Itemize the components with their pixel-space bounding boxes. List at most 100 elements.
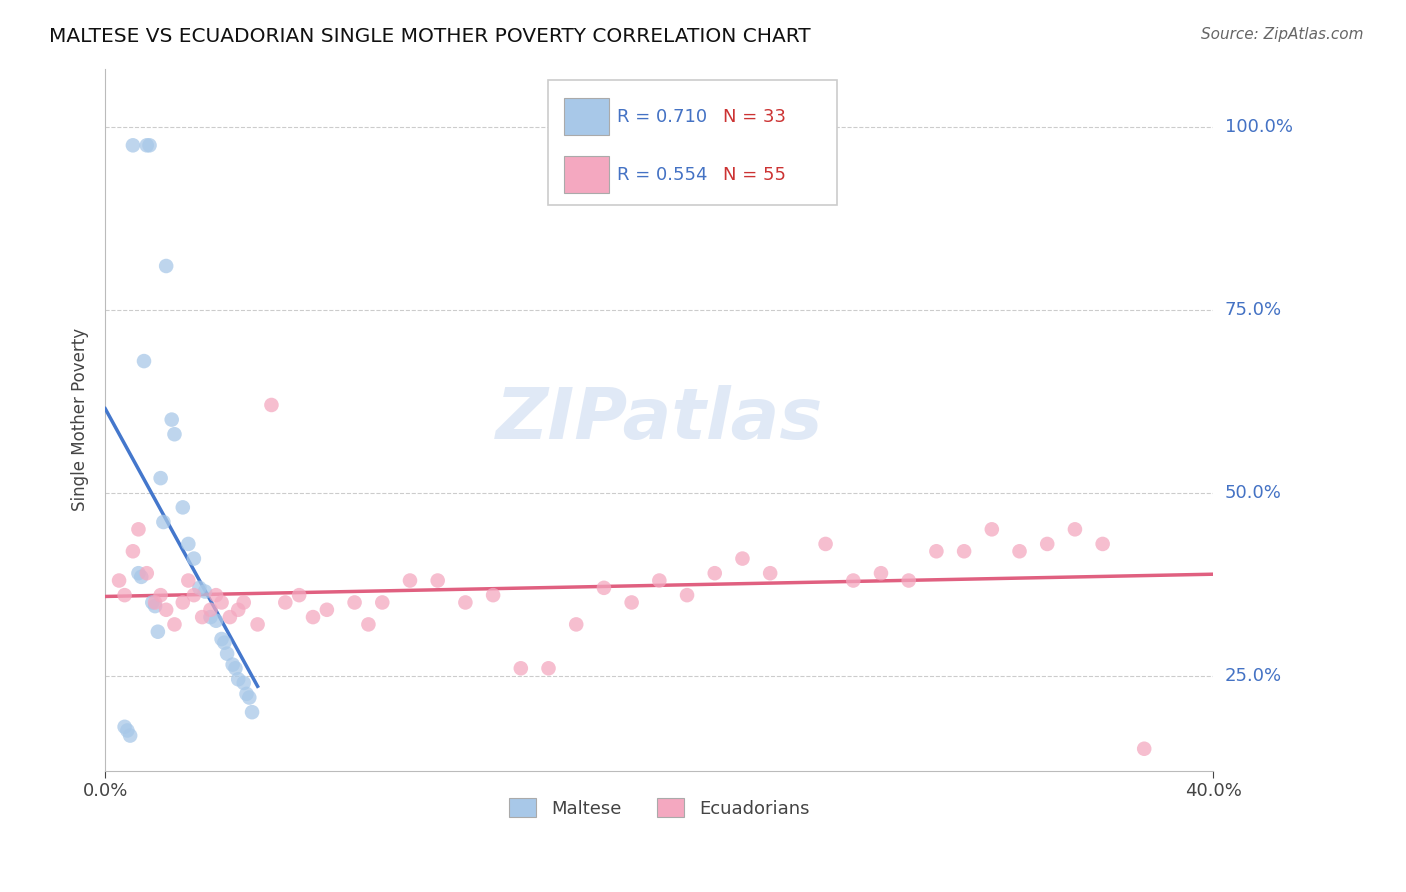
Point (138, 138, 160, 153)
Point (676, 588, 699, 602)
Point (565, 617, 588, 632)
Point (648, 574, 671, 588)
Point (288, 588, 311, 602)
Point (593, 581, 616, 595)
Point (357, 617, 380, 632)
Point (108, 574, 131, 588)
Point (122, 138, 145, 153)
Point (217, 647, 239, 661)
Point (127, 522, 149, 536)
Point (129, 570, 152, 584)
Point (482, 588, 505, 602)
Text: 50.0%: 50.0% (1225, 483, 1281, 501)
Point (143, 595, 166, 609)
Point (149, 471, 172, 485)
Point (842, 574, 865, 588)
Point (260, 398, 283, 412)
Point (897, 574, 920, 588)
Point (240, 705, 263, 719)
Text: 75.0%: 75.0% (1225, 301, 1282, 319)
Point (426, 574, 449, 588)
Point (200, 603, 222, 617)
Point (703, 566, 725, 581)
Point (925, 544, 948, 558)
Point (114, 588, 136, 602)
Point (274, 595, 297, 609)
Point (1036, 537, 1059, 551)
Point (537, 661, 560, 675)
Point (980, 522, 1002, 536)
Point (163, 427, 186, 442)
Point (127, 566, 149, 581)
Point (141, 595, 163, 609)
Point (1008, 544, 1031, 558)
Point (183, 588, 205, 602)
Point (870, 566, 893, 581)
Point (371, 595, 394, 609)
Point (221, 657, 243, 672)
Text: N = 33: N = 33 (723, 108, 786, 126)
Point (155, 259, 177, 273)
Text: 25.0%: 25.0% (1225, 666, 1282, 684)
Point (214, 636, 236, 650)
Text: R = 0.710: R = 0.710 (617, 108, 707, 126)
Point (117, 723, 139, 738)
Point (114, 720, 136, 734)
Point (191, 610, 214, 624)
Point (152, 515, 174, 529)
Text: N = 55: N = 55 (723, 166, 786, 184)
Point (1133, 741, 1156, 756)
Point (238, 690, 260, 705)
Y-axis label: Single Mother Poverty: Single Mother Poverty (72, 328, 89, 511)
Point (302, 610, 325, 624)
Point (211, 632, 233, 646)
Point (953, 544, 976, 558)
Point (149, 588, 172, 602)
Point (454, 595, 477, 609)
Point (235, 687, 257, 701)
Point (232, 676, 254, 690)
Text: 100.0%: 100.0% (1225, 118, 1292, 136)
Point (246, 617, 269, 632)
Text: Source: ZipAtlas.com: Source: ZipAtlas.com (1201, 27, 1364, 42)
Point (226, 603, 249, 617)
Point (135, 566, 157, 581)
Point (200, 610, 222, 624)
Point (814, 537, 837, 551)
Point (135, 138, 157, 153)
Point (399, 574, 422, 588)
Point (343, 595, 366, 609)
Point (155, 603, 177, 617)
Point (620, 595, 643, 609)
Point (315, 603, 337, 617)
Text: ZIPatlas: ZIPatlas (496, 385, 823, 454)
Point (1064, 522, 1087, 536)
Point (232, 595, 254, 609)
Point (194, 584, 217, 599)
Point (177, 574, 200, 588)
Point (205, 614, 228, 628)
Point (759, 566, 782, 581)
Point (1091, 537, 1114, 551)
Point (509, 661, 531, 675)
Point (172, 500, 194, 515)
Point (226, 673, 249, 687)
Point (160, 412, 183, 426)
Point (183, 551, 205, 566)
Point (172, 595, 194, 609)
Point (122, 544, 145, 558)
Point (731, 551, 754, 566)
Point (132, 354, 155, 368)
Legend: Maltese, Ecuadorians: Maltese, Ecuadorians (502, 791, 817, 825)
Text: R = 0.554: R = 0.554 (617, 166, 707, 184)
Text: MALTESE VS ECUADORIAN SINGLE MOTHER POVERTY CORRELATION CHART: MALTESE VS ECUADORIAN SINGLE MOTHER POVE… (49, 27, 811, 45)
Point (143, 599, 166, 614)
Point (224, 661, 246, 675)
Point (177, 537, 200, 551)
Point (146, 624, 169, 639)
Point (219, 610, 242, 624)
Point (205, 588, 228, 602)
Point (188, 581, 211, 595)
Point (120, 729, 142, 743)
Point (163, 617, 186, 632)
